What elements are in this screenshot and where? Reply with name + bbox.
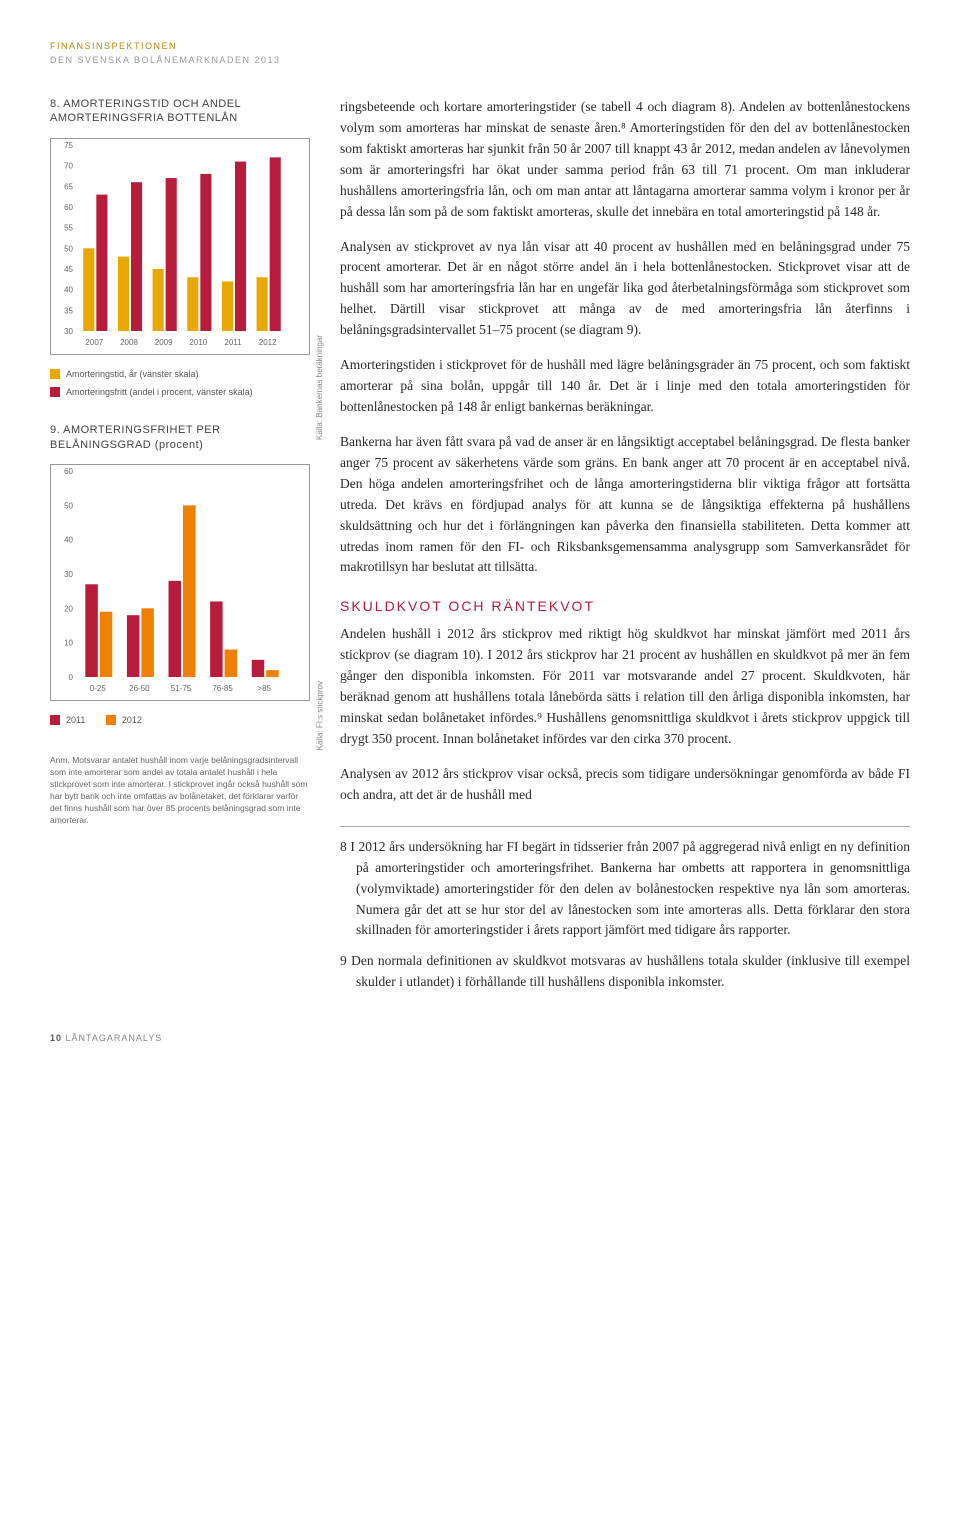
chart8-title: 8. AMORTERINGSTID OCH ANDEL AMORTERINGSF…	[50, 97, 310, 126]
header-org: FINANSINSPEKTIONEN	[50, 40, 910, 54]
footnote-8: 8 I 2012 års undersökning har FI begärt …	[340, 837, 910, 942]
svg-text:40: 40	[64, 285, 73, 294]
svg-text:0-25: 0-25	[90, 684, 107, 693]
svg-text:75: 75	[64, 141, 73, 150]
header-report: DEN SVENSKA BOLÅNEMARKNADEN 2013	[50, 54, 910, 68]
body-p2: Analysen av stickprovet av nya lån visar…	[340, 237, 910, 342]
svg-text:2012: 2012	[259, 338, 277, 347]
legend-swatch-2012	[106, 715, 116, 725]
chart8-legend-row-1: Amorteringstid, år (vänster skala)	[50, 367, 310, 381]
body-p3: Amorteringstiden i stickprovet för de hu…	[340, 355, 910, 418]
chart8-source: Källa: Bankernas beräkningar	[315, 335, 324, 440]
svg-text:>85: >85	[257, 684, 271, 693]
chart8-svg: 30 35 40 45 50 55 60 65 70 75 2007 2008 2009 2010 2011…	[51, 139, 291, 349]
page-header: FINANSINSPEKTIONEN DEN SVENSKA BOLÅNEMAR…	[50, 40, 910, 67]
svg-text:2007: 2007	[85, 338, 103, 347]
svg-text:2008: 2008	[120, 338, 138, 347]
footer-label: LÅNTAGARANALYS	[66, 1033, 163, 1043]
main-layout: 8. AMORTERINGSTID OCH ANDEL AMORTERINGSF…	[50, 97, 910, 1003]
svg-text:2011: 2011	[224, 338, 242, 347]
svg-text:2010: 2010	[189, 338, 207, 347]
body-p4: Bankerna har även fått svara på vad de a…	[340, 432, 910, 578]
legend-swatch-2011	[50, 715, 60, 725]
svg-text:30: 30	[64, 570, 73, 579]
svg-text:60: 60	[64, 203, 73, 212]
page-number: 10	[50, 1033, 62, 1043]
chart8-wrap: 30 35 40 45 50 55 60 65 70 75 2007 2008 2009 2010 2011…	[50, 138, 310, 355]
chart9-legend2011-label: 2011	[66, 713, 85, 727]
footnotes: 8 I 2012 års undersökning har FI begärt …	[340, 826, 910, 993]
page-footer: 10 LÅNTAGARANALYS	[50, 1033, 910, 1043]
svg-text:70: 70	[64, 161, 73, 170]
svg-text:30: 30	[64, 327, 73, 336]
chart9-legend-row-2: 2012	[106, 713, 142, 727]
chart9-legend: 2011 2012	[50, 713, 310, 731]
svg-text:50: 50	[64, 501, 73, 510]
svg-text:65: 65	[64, 182, 73, 191]
chart8-legend: Amorteringstid, år (vänster skala) Amort…	[50, 367, 310, 400]
section-heading: SKULDKVOT OCH RÄNTEKVOT	[340, 598, 910, 614]
svg-text:35: 35	[64, 306, 73, 315]
body-p1: ringsbeteende och kortare amorteringstid…	[340, 97, 910, 223]
chart9-legend-row-1: 2011	[50, 713, 85, 727]
svg-text:26-50: 26-50	[129, 684, 150, 693]
body-p6: Analysen av 2012 års stickprov visar ock…	[340, 764, 910, 806]
right-column: ringsbeteende och kortare amorteringstid…	[340, 97, 910, 1003]
legend-swatch-red	[50, 387, 60, 397]
chart9-title: 9. AMORTERINGSFRIHET PER BELÅNINGSGRAD (…	[50, 423, 310, 452]
svg-text:2009: 2009	[155, 338, 173, 347]
svg-text:45: 45	[64, 265, 73, 274]
svg-text:50: 50	[64, 244, 73, 253]
svg-text:0: 0	[69, 673, 74, 682]
chart8-legend2-label: Amorteringsfritt (andel i procent, vänst…	[66, 385, 253, 399]
chart8-box: 30 35 40 45 50 55 60 65 70 75 2007 2008 2009 2010 2011…	[50, 138, 310, 355]
svg-text:40: 40	[64, 536, 73, 545]
svg-text:76-85: 76-85	[212, 684, 233, 693]
chart9-note: Anm. Motsvarar antalet hushåll inom varj…	[50, 755, 310, 826]
legend-swatch-gold	[50, 369, 60, 379]
left-column: 8. AMORTERINGSTID OCH ANDEL AMORTERINGSF…	[50, 97, 310, 1003]
footnote-9: 9 Den normala definitionen av skuldkvot …	[340, 951, 910, 993]
chart9-legend2012-label: 2012	[122, 713, 142, 727]
chart9-svg: 0 10 20 30 40 50 60 0-25 26-50 51-75 76-85 >85	[51, 465, 291, 695]
svg-text:55: 55	[64, 223, 73, 232]
svg-text:10: 10	[64, 639, 73, 648]
chart8-legend-row-2: Amorteringsfritt (andel i procent, vänst…	[50, 385, 310, 399]
svg-text:51-75: 51-75	[171, 684, 192, 693]
chart8-legend1-label: Amorteringstid, år (vänster skala)	[66, 367, 199, 381]
chart9-source: Källa: FI:s stickprov	[315, 681, 324, 750]
svg-text:60: 60	[64, 467, 73, 476]
svg-text:20: 20	[64, 604, 73, 613]
chart9-wrap: 01020304050600-2526-5051-7576-85>85 Käll…	[50, 464, 310, 701]
body-p5: Andelen hushåll i 2012 års stickprov med…	[340, 624, 910, 750]
chart9-box: 0 10 20 30 40 50 60 0-25 26-50 51-75 76-85 >85	[50, 464, 310, 701]
